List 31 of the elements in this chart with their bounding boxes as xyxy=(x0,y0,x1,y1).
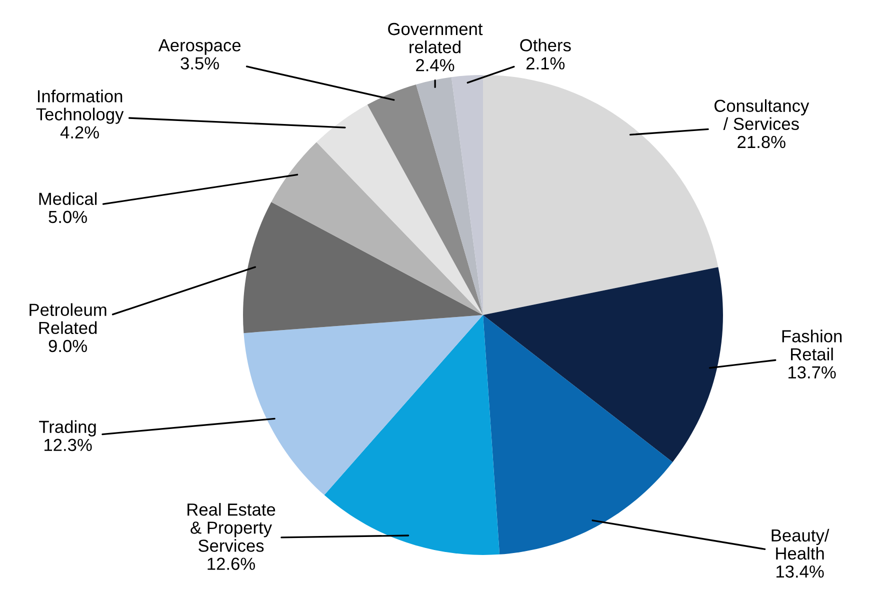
slice-label: Others xyxy=(520,38,571,52)
pie-slice xyxy=(451,75,483,315)
slice-label: Consultancy / Services xyxy=(714,99,810,130)
data-label: 21.8% xyxy=(738,136,786,148)
slice-label: Aerospace xyxy=(158,39,241,55)
data-label: 13.7% xyxy=(788,366,836,379)
data-label: 12.6% xyxy=(208,558,255,570)
data-label: 2.1% xyxy=(526,57,565,70)
data-label: 2.4% xyxy=(416,59,454,72)
slice-label: Medical xyxy=(39,192,97,206)
data-label: 5.0% xyxy=(48,210,87,224)
slice-label: Beauty/ Health xyxy=(772,528,830,560)
pie-slice xyxy=(367,84,483,315)
pie-slice xyxy=(244,315,483,496)
slice-label: Trading xyxy=(39,420,96,436)
pie-slice xyxy=(483,267,723,462)
pie-slice xyxy=(324,315,500,555)
data-label: 9.0% xyxy=(48,340,87,352)
slice-label: Government related xyxy=(388,22,483,54)
pie-slice xyxy=(483,315,673,554)
data-label: 13.4% xyxy=(776,565,824,578)
slice-label: Real Estate & Property Services xyxy=(188,503,276,552)
pie-slice xyxy=(416,77,483,315)
slice-label: Fashion Retail xyxy=(782,330,842,360)
data-label: 3.5% xyxy=(180,57,219,70)
pie-slice xyxy=(243,202,483,334)
slice-label: Petroleum Related xyxy=(30,303,106,334)
data-label: 4.2% xyxy=(60,126,99,138)
data-label: 12.3% xyxy=(44,438,92,452)
pie-slice xyxy=(271,142,483,315)
slice-label: Information Technology xyxy=(36,90,124,124)
